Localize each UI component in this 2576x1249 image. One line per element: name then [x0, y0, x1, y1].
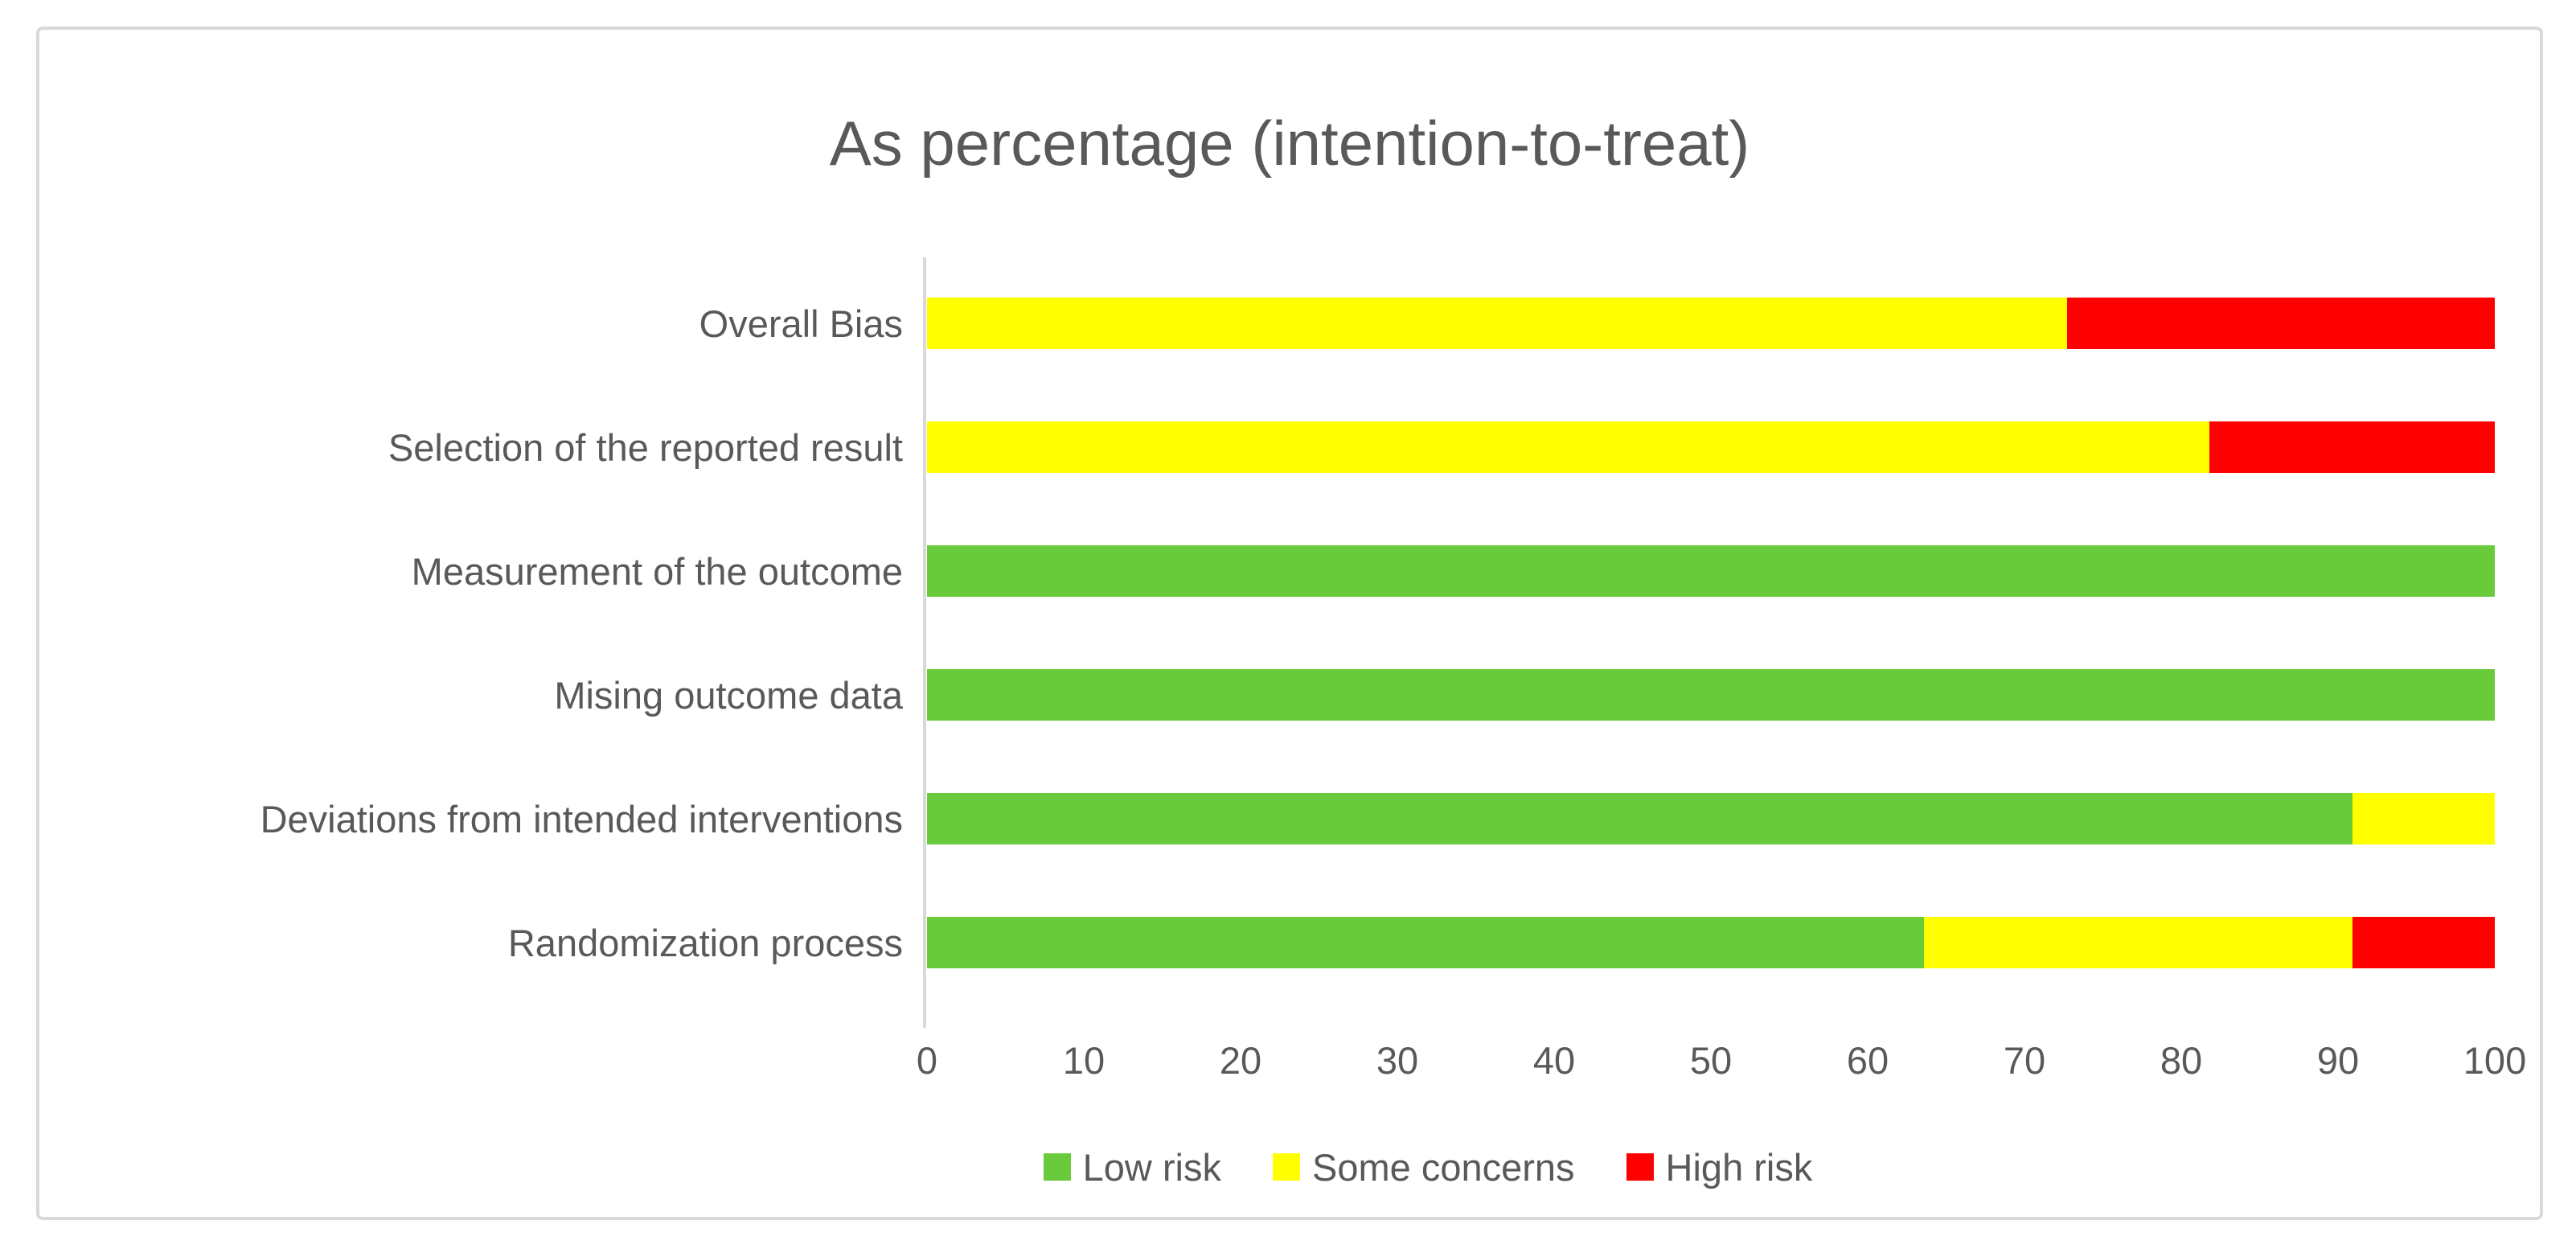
x-axis-tick-label-10: 10 [1062, 1039, 1105, 1082]
x-axis-tick-label-100: 100 [2463, 1039, 2527, 1082]
category-label-mising-outcome-data: Mising outcome data [554, 673, 903, 717]
bar-segment-some-concerns [927, 298, 2067, 349]
x-axis-tick-label-50: 50 [1689, 1039, 1733, 1082]
bar-segment-low-risk [927, 917, 1925, 968]
x-axis-tick-label-80: 80 [2160, 1039, 2203, 1082]
bar-track [927, 793, 2495, 844]
chart-frame: As percentage (intention-to-treat) Overa… [36, 27, 2543, 1220]
bar-row-deviations-from-intended-interventions [927, 757, 2495, 881]
x-axis-tick-label-30: 30 [1376, 1039, 1419, 1082]
bar-row-mising-outcome-data [927, 633, 2495, 757]
legend-item-some-concerns: Some concerns [1273, 1145, 1575, 1189]
x-axis-tick-labels: 0 10 20 30 40 50 60 70 80 90 100 [917, 1038, 2526, 1087]
bar-segment-low-risk [927, 669, 2495, 721]
bar-row-randomization-process [927, 881, 2495, 1005]
legend-swatch-high-risk [1626, 1153, 1654, 1181]
bar-track [927, 545, 2495, 597]
bar-segment-high-risk [2066, 298, 2495, 349]
category-label-measurement-of-the-outcome: Measurement of the outcome [411, 549, 903, 593]
bar-segment-high-risk [2352, 917, 2495, 968]
x-axis-tick-label-70: 70 [2003, 1039, 2046, 1082]
plot-area [927, 261, 2495, 1005]
bar-segment-high-risk [2209, 421, 2495, 473]
x-axis-tick-label-20: 20 [1219, 1039, 1262, 1082]
bar-segment-low-risk [927, 545, 2495, 597]
legend: Low risk Some concerns High risk [178, 1141, 2576, 1193]
x-axis-tick-label-90: 90 [2316, 1039, 2360, 1082]
y-axis-line [923, 257, 926, 1028]
bar-segment-low-risk [927, 793, 2352, 844]
bar-segment-some-concerns [927, 421, 2210, 473]
bar-segment-some-concerns [2352, 793, 2495, 844]
category-label-randomization-process: Randomization process [507, 921, 903, 964]
category-label-deviations-from-intended-interventions: Deviations from intended interventions [260, 797, 903, 840]
legend-label-high-risk: High risk [1665, 1145, 1813, 1189]
bar-row-overall-bias [927, 261, 2495, 385]
legend-label-low-risk: Low risk [1082, 1145, 1221, 1189]
legend-swatch-some-concerns [1273, 1153, 1300, 1181]
category-label-selection-of-the-reported-result: Selection of the reported result [388, 425, 903, 469]
bar-track [927, 298, 2495, 349]
bar-row-selection-of-the-reported-result [927, 385, 2495, 509]
category-label-overall-bias: Overall Bias [699, 302, 903, 345]
legend-item-high-risk: High risk [1626, 1145, 1813, 1189]
bar-segment-some-concerns [1924, 917, 2352, 968]
x-axis-tick-label-60: 60 [1846, 1039, 1889, 1082]
category-axis-labels: Overall Bias Selection of the reported re… [99, 261, 903, 1005]
legend-item-low-risk: Low risk [1043, 1145, 1221, 1189]
bar-row-measurement-of-the-outcome [927, 509, 2495, 633]
x-axis-tick-label-0: 0 [916, 1039, 938, 1082]
bar-track [927, 917, 2495, 968]
chart-title: As percentage (intention-to-treat) [829, 108, 1750, 179]
legend-label-some-concerns: Some concerns [1312, 1145, 1575, 1189]
bar-track [927, 421, 2495, 473]
bar-track [927, 669, 2495, 721]
legend-swatch-low-risk [1043, 1153, 1071, 1181]
x-axis-tick-label-40: 40 [1532, 1039, 1576, 1082]
